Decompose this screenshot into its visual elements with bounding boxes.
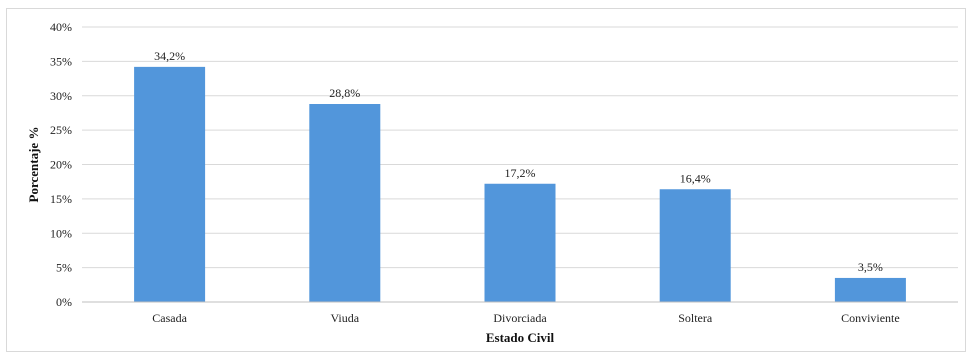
y-tick-label: 40%: [50, 20, 72, 34]
x-tick-label: Soltera: [678, 311, 713, 325]
y-tick-label: 30%: [50, 89, 72, 103]
x-tick-label: Conviviente: [841, 311, 900, 325]
data-label: 16,4%: [680, 171, 711, 185]
x-axis-title: Estado Civil: [486, 330, 555, 345]
y-tick-label: 15%: [50, 192, 72, 206]
bar-divorciada: [484, 183, 556, 302]
x-axis-ticks: Casada Viuda Divorciada Soltera Conviviente: [152, 311, 899, 325]
y-tick-label: 5%: [56, 261, 72, 275]
y-tick-label: 20%: [50, 158, 72, 172]
bar-casada: [134, 66, 206, 302]
y-tick-label: 35%: [50, 54, 72, 68]
bar-viuda: [309, 104, 381, 302]
data-label: 34,2%: [154, 49, 185, 63]
data-labels: 34,2% 28,8% 17,2% 16,4% 3,5%: [154, 49, 883, 274]
y-tick-label: 10%: [50, 226, 72, 240]
x-tick-label: Viuda: [330, 311, 359, 325]
bar-soltera: [659, 189, 731, 302]
gridlines: [82, 26, 958, 269]
y-tick-label: 25%: [50, 123, 72, 137]
bars: [134, 66, 906, 302]
y-axis-title: Porcentaje %: [26, 127, 41, 203]
y-tick-label: 0%: [56, 295, 72, 309]
y-axis-ticks: 0% 5% 10% 15% 20% 25% 30% 35% 40%: [50, 20, 72, 309]
data-label: 28,8%: [329, 86, 360, 100]
x-tick-label: Divorciada: [493, 311, 547, 325]
data-label: 3,5%: [858, 260, 883, 274]
data-label: 17,2%: [505, 166, 536, 180]
x-tick-label: Casada: [152, 311, 187, 325]
bar-conviviente: [834, 277, 906, 302]
